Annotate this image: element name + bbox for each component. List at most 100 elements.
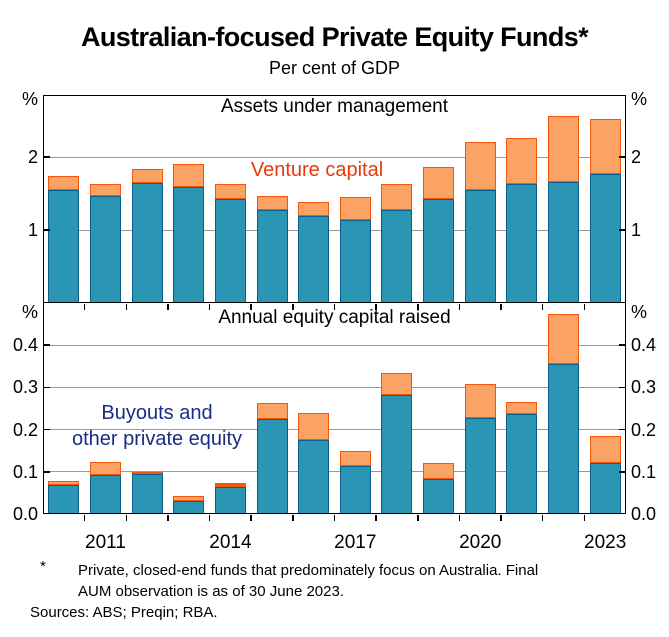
y-axis-unit-label: % bbox=[631, 89, 648, 109]
y-axis-tick bbox=[619, 428, 626, 431]
x-axis-year-label: 2020 bbox=[459, 532, 502, 553]
bar-segment-venture bbox=[298, 412, 330, 441]
y-axis-unit-label: % bbox=[631, 302, 648, 322]
gridline bbox=[43, 156, 626, 158]
y-axis-tick bbox=[619, 344, 626, 346]
y-axis-label: 1 bbox=[631, 220, 642, 241]
bar-segment-venture bbox=[464, 142, 496, 190]
x-axis-tick bbox=[83, 514, 86, 521]
x-axis-year-label: 2017 bbox=[334, 532, 377, 553]
x-axis-tick bbox=[375, 303, 377, 310]
top-panel-title: Assets under management bbox=[220, 96, 449, 117]
x-axis-tick bbox=[500, 303, 502, 310]
y-axis-label: 2 bbox=[631, 147, 642, 168]
y-axis-tick bbox=[43, 386, 50, 389]
x-axis-year-label: 2014 bbox=[209, 532, 252, 553]
x-axis-tick bbox=[583, 514, 586, 521]
bar-segment-buyouts bbox=[506, 414, 538, 514]
footnote-line2: AUM observation is as of 30 June 2023. bbox=[78, 583, 344, 600]
bar-segment-venture bbox=[48, 481, 80, 486]
x-axis-tick bbox=[417, 303, 419, 310]
bar-segment-venture bbox=[131, 471, 163, 474]
bar-segment-buyouts bbox=[589, 173, 621, 303]
y-axis-label: 0.0 bbox=[631, 504, 657, 524]
y-axis-tick bbox=[619, 471, 626, 473]
bar-segment-buyouts bbox=[256, 210, 288, 303]
gridline bbox=[43, 344, 626, 346]
x-axis-tick bbox=[167, 303, 169, 310]
y-axis-label: 0.3 bbox=[12, 377, 38, 398]
gridline bbox=[43, 386, 626, 388]
x-axis-tick bbox=[541, 303, 544, 310]
x-axis-tick bbox=[541, 514, 544, 521]
gridline bbox=[43, 229, 626, 231]
bar-segment-venture bbox=[173, 164, 205, 187]
bar-segment-buyouts bbox=[131, 182, 163, 303]
bar-segment-venture bbox=[464, 384, 496, 418]
bar-segment-venture bbox=[381, 372, 413, 395]
bar-segment-venture bbox=[548, 116, 580, 182]
x-axis-tick bbox=[458, 514, 461, 521]
buyouts-series-label: Buyouts and other private equity bbox=[72, 400, 242, 452]
footnote-marker: * bbox=[40, 558, 46, 575]
x-axis-tick bbox=[333, 303, 336, 310]
buyouts-series-label-line1: Buyouts and bbox=[101, 402, 213, 424]
y-axis-label: 0.3 bbox=[631, 377, 657, 398]
chart-subtitle: Per cent of GDP bbox=[268, 58, 401, 78]
y-axis-label: 2 bbox=[27, 147, 38, 168]
bar-segment-venture bbox=[298, 201, 330, 217]
y-axis-tick bbox=[43, 156, 50, 158]
y-axis-unit-label: % bbox=[21, 89, 38, 109]
x-axis-tick bbox=[292, 303, 294, 310]
y-axis-tick bbox=[43, 344, 50, 346]
x-axis-tick bbox=[83, 303, 86, 310]
y-axis-label: 1 bbox=[27, 220, 38, 241]
y-axis-tick bbox=[619, 386, 626, 389]
y-axis-tick bbox=[43, 229, 50, 231]
bar-segment-venture bbox=[48, 176, 80, 190]
x-axis-tick bbox=[250, 303, 252, 310]
y-axis-label: 0.0 bbox=[12, 504, 38, 524]
x-axis-tick bbox=[500, 514, 502, 521]
x-axis-year-label: 2011 bbox=[85, 532, 126, 553]
y-axis-label: 0.2 bbox=[12, 419, 38, 440]
gridline bbox=[43, 429, 626, 431]
y-axis-tick bbox=[43, 471, 50, 473]
bar-segment-buyouts bbox=[48, 189, 80, 303]
bar-segment-venture bbox=[381, 184, 413, 211]
panel-frame bbox=[43, 303, 626, 514]
x-axis-tick bbox=[458, 303, 461, 310]
y-axis-label: 0.1 bbox=[631, 461, 657, 482]
bar-segment-buyouts bbox=[381, 394, 413, 514]
x-axis-tick bbox=[250, 514, 252, 521]
y-axis-tick bbox=[619, 156, 626, 158]
y-axis-unit-label: % bbox=[21, 302, 38, 322]
bar-segment-buyouts bbox=[298, 216, 330, 303]
buyouts-series-label-line2: other private equity bbox=[71, 428, 243, 450]
y-axis-label: 0.4 bbox=[631, 335, 657, 356]
footnote: Private, closed-end funds that predomina… bbox=[78, 560, 628, 602]
x-axis-tick bbox=[125, 303, 128, 310]
bar-segment-venture bbox=[506, 401, 538, 415]
bar-segment-venture bbox=[89, 461, 121, 476]
x-axis-tick bbox=[583, 303, 586, 310]
footnote-line1: Private, closed-end funds that predomina… bbox=[78, 562, 539, 579]
bar-segment-venture bbox=[423, 463, 455, 480]
bar-segment-buyouts bbox=[256, 419, 288, 514]
bar-segment-venture bbox=[506, 138, 538, 185]
x-axis-tick bbox=[375, 514, 377, 521]
x-axis-tick bbox=[417, 514, 419, 521]
chart-title: Australian-focused Private Equity Funds* bbox=[80, 22, 589, 52]
bar-segment-venture bbox=[256, 195, 288, 211]
x-axis-tick bbox=[208, 303, 211, 310]
y-axis-label: 0.2 bbox=[631, 419, 657, 440]
bar-segment-venture bbox=[256, 403, 288, 420]
bar-segment-buyouts bbox=[48, 485, 80, 514]
bar-segment-venture bbox=[89, 184, 121, 196]
gridline bbox=[43, 471, 626, 473]
bar-segment-buyouts bbox=[589, 462, 621, 514]
bar-segment-venture bbox=[548, 313, 580, 365]
panel-frame bbox=[43, 95, 626, 303]
y-axis-label: 0.4 bbox=[12, 335, 38, 356]
